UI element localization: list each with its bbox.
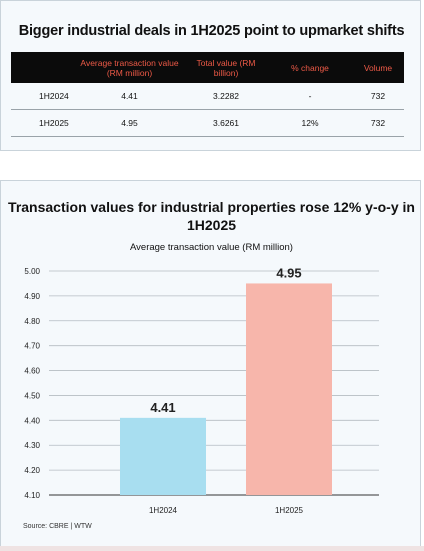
cell-period: 1H2024 — [11, 83, 75, 110]
bar-value-label: 4.41 — [150, 400, 175, 415]
y-tick-label: 5.00 — [24, 267, 40, 276]
y-tick-label: 4.90 — [24, 292, 40, 301]
cell-period: 1H2025 — [11, 109, 75, 137]
chart-subtitle: Average transaction value (RM million) — [130, 242, 293, 253]
y-tick-label: 4.70 — [24, 342, 40, 351]
cell-total-value: 3.2282 — [184, 83, 268, 110]
deals-table: Average transaction value (RM million) T… — [11, 52, 404, 137]
x-tick-label: 1H2025 — [275, 506, 304, 515]
chart-title-text: Transaction values for industrial proper… — [8, 199, 415, 233]
y-tick-label: 4.50 — [24, 391, 40, 400]
source-note: Source: CBRE | WTW — [23, 523, 92, 530]
header-cell-period — [11, 52, 75, 83]
cell-total-value: 3.6261 — [184, 109, 268, 137]
header-cell-total-value: Total value (RM billion) — [184, 52, 268, 83]
bar-chart: 4.10 4.20 4.30 4.40 4.50 4.60 4.70 4.80 4.90 5.00… — [24, 265, 379, 515]
y-tick-label: 4.30 — [24, 441, 40, 450]
deals-table-panel: Bigger industrial deals in 1H2025 point … — [0, 0, 421, 151]
cell-avg-value: 4.95 — [75, 109, 184, 137]
y-tick-label: 4.80 — [24, 317, 40, 326]
bar — [120, 417, 206, 495]
table-row: 1H2024 4.41 3.2282 - 732 — [11, 83, 404, 110]
table-header-row: Average transaction value (RM million) T… — [11, 52, 404, 83]
header-cell-volume: Volume — [352, 52, 404, 83]
cell-change: 12% — [268, 109, 352, 137]
table-title: Bigger industrial deals in 1H2025 point … — [18, 23, 405, 39]
cell-change: - — [268, 83, 352, 110]
chart-panel: Transaction values for industrial proper… — [0, 180, 421, 548]
table-row: 1H2025 4.95 3.6261 12% 732 — [11, 109, 404, 137]
bar-value-label: 4.95 — [276, 265, 301, 280]
bar — [246, 283, 332, 495]
y-tick-label: 4.20 — [24, 466, 40, 475]
bottom-strip — [0, 546, 424, 551]
y-tick-label: 4.40 — [24, 416, 40, 425]
x-tick-label: 1H2024 — [149, 506, 178, 515]
cell-volume: 732 — [352, 109, 404, 137]
header-cell-avg-value: Average transaction value (RM million) — [75, 52, 184, 83]
chart-title: Transaction values for industrial proper… — [1, 198, 422, 234]
cell-volume: 732 — [352, 83, 404, 110]
cell-avg-value: 4.41 — [75, 83, 184, 110]
y-tick-label: 4.10 — [24, 491, 40, 500]
y-tick-label: 4.60 — [24, 367, 40, 376]
header-cell-change: % change — [268, 52, 352, 83]
